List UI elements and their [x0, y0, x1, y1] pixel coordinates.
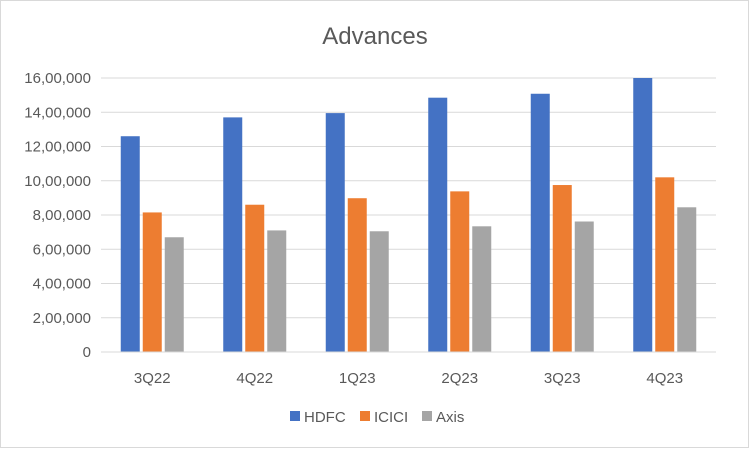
x-tick-label: 1Q23 — [339, 370, 376, 387]
bar-axis-2q23 — [472, 226, 492, 352]
bar-axis-1q23 — [369, 231, 389, 352]
legend-swatch — [422, 411, 432, 421]
legend-item-hdfc: HDFC — [290, 409, 346, 426]
x-tick-label: 4Q22 — [236, 370, 273, 387]
y-tick-label: 14,00,000 — [24, 104, 91, 121]
bar-hdfc-4q22 — [223, 117, 243, 352]
y-tick-label: 0 — [83, 344, 91, 361]
legend-label: ICICI — [374, 409, 408, 426]
bar-hdfc-3q23 — [530, 93, 550, 352]
bar-hdfc-3q22 — [120, 136, 140, 352]
bar-hdfc-2q23 — [428, 97, 448, 352]
y-tick-label: 12,00,000 — [24, 139, 91, 156]
gridlines — [101, 77, 716, 319]
y-tick-label: 16,00,000 — [24, 70, 91, 87]
bar-icici-2q23 — [450, 191, 470, 352]
bar-hdfc-1q23 — [325, 113, 345, 352]
legend-item-icici: ICICI — [360, 409, 408, 426]
bar-icici-3q22 — [142, 212, 162, 352]
bar-axis-3q22 — [164, 237, 184, 352]
y-axis-ticks: 0 2,00,000 4,00,000 6,00,000 8,00,000 10,00,0… — [24, 70, 91, 361]
y-tick-label: 2,00,000 — [33, 310, 91, 327]
legend-swatch — [360, 411, 370, 421]
x-tick-label: 3Q22 — [134, 370, 171, 387]
y-tick-label: 4,00,000 — [33, 276, 91, 293]
x-tick-label: 4Q23 — [646, 370, 683, 387]
y-tick-label: 6,00,000 — [33, 241, 91, 258]
x-tick-label: 3Q23 — [544, 370, 581, 387]
bar-hdfc-4q23 — [633, 78, 653, 352]
legend-swatch — [290, 411, 300, 421]
chart-title: Advances — [322, 23, 427, 50]
bar-axis-4q23 — [677, 207, 697, 352]
x-tick-label: 2Q23 — [441, 370, 478, 387]
bar-icici-3q23 — [552, 185, 572, 352]
legend-label: Axis — [436, 409, 464, 426]
bar-icici-1q23 — [347, 198, 367, 352]
legend-label: HDFC — [304, 409, 346, 426]
bar-axis-3q23 — [574, 221, 594, 352]
bar-axis-4q22 — [267, 230, 287, 352]
y-tick-label: 8,00,000 — [33, 207, 91, 224]
legend: HDFC ICICI Axis — [290, 409, 464, 426]
x-axis-ticks: 3Q22 4Q22 1Q23 2Q23 3Q23 4Q23 — [134, 370, 683, 387]
legend-item-axis: Axis — [422, 409, 464, 426]
bars — [120, 78, 697, 352]
bar-icici-4q23 — [655, 177, 675, 352]
y-tick-label: 10,00,000 — [24, 173, 91, 190]
bar-icici-4q22 — [245, 204, 265, 352]
